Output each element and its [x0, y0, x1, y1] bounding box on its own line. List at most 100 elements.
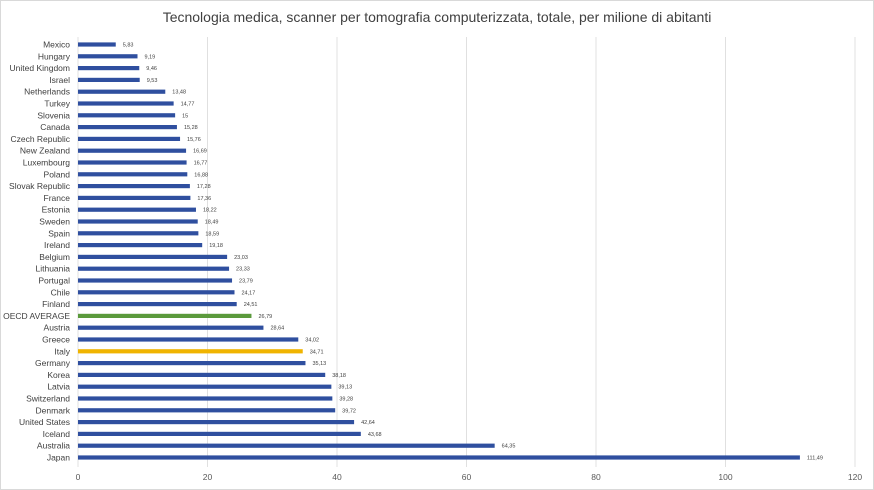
- category-label: United Kingdom: [10, 63, 70, 73]
- data-label: 34,71: [310, 349, 324, 355]
- category-label: Czech Republic: [10, 134, 70, 144]
- category-label: United States: [19, 417, 70, 427]
- category-label: Turkey: [44, 99, 70, 109]
- data-label: 26,79: [258, 314, 272, 320]
- data-label: 28,64: [270, 326, 284, 332]
- bar: [78, 384, 332, 389]
- bar: [78, 54, 138, 59]
- bar: [78, 361, 306, 366]
- bar: [78, 325, 264, 330]
- bar: [78, 231, 199, 236]
- category-label: Australia: [37, 441, 70, 451]
- bar: [78, 243, 203, 248]
- category-label: Sweden: [39, 217, 70, 227]
- bar: [78, 148, 187, 153]
- bar: [78, 431, 361, 436]
- data-label: 64,35: [502, 444, 516, 450]
- bar: [78, 290, 235, 295]
- x-tick-label: 80: [591, 472, 601, 482]
- bar: [78, 66, 140, 71]
- bar: [78, 195, 191, 200]
- data-label: 5,83: [123, 43, 134, 49]
- bar: [78, 443, 495, 448]
- bar: [78, 420, 355, 425]
- bar: [78, 254, 228, 259]
- data-label: 9,46: [146, 66, 157, 72]
- data-label: 111,49: [807, 456, 823, 462]
- category-label: Latvia: [47, 382, 70, 392]
- data-label: 42,64: [361, 420, 375, 426]
- bar: [78, 337, 299, 342]
- data-label: 16,69: [193, 149, 207, 155]
- category-label: Finland: [42, 299, 70, 309]
- bar: [78, 219, 198, 224]
- data-label: 24,17: [242, 290, 256, 296]
- data-label: 35,13: [312, 361, 326, 367]
- data-label: 39,28: [339, 397, 353, 403]
- x-tick-label: 0: [76, 472, 81, 482]
- bar: [78, 172, 188, 177]
- data-label: 18,59: [205, 231, 219, 237]
- bar: [78, 89, 166, 94]
- bar: [78, 136, 181, 141]
- x-tick-label: 60: [462, 472, 472, 482]
- bar: [78, 302, 237, 307]
- data-label: 14,77: [181, 102, 195, 108]
- data-label: 17,28: [197, 184, 211, 190]
- data-label: 17,36: [197, 196, 211, 202]
- category-label: Estonia: [42, 205, 71, 215]
- bar: [78, 125, 177, 130]
- bar: [78, 349, 303, 354]
- x-tick-label: 100: [718, 472, 732, 482]
- category-label: New Zealand: [20, 146, 70, 156]
- category-label: Korea: [47, 370, 70, 380]
- x-tick-label: 120: [848, 472, 862, 482]
- data-label: 23,33: [236, 267, 250, 273]
- data-label: 15,28: [184, 125, 198, 131]
- data-label: 9,53: [147, 78, 158, 84]
- category-label: Japan: [47, 453, 70, 463]
- category-label: OECD AVERAGE: [3, 311, 70, 321]
- bar: [78, 266, 230, 271]
- data-label: 18,22: [203, 208, 217, 214]
- data-label: 18,49: [205, 220, 219, 226]
- bar: [78, 207, 196, 212]
- category-label: Spain: [48, 228, 70, 238]
- data-label: 23,03: [234, 255, 248, 261]
- data-label: 38,18: [332, 373, 346, 379]
- data-label: 24,51: [244, 302, 258, 308]
- category-label: Iceland: [43, 429, 71, 439]
- data-label: 23,79: [239, 279, 253, 285]
- category-label: Ireland: [44, 240, 70, 250]
- category-label: Greece: [42, 335, 70, 345]
- data-label: 16,88: [194, 172, 208, 178]
- bar: [78, 101, 174, 106]
- data-label: 15: [182, 113, 188, 119]
- x-tick-label: 20: [203, 472, 213, 482]
- data-label: 39,13: [338, 385, 352, 391]
- category-label: Chile: [51, 287, 71, 297]
- x-tick-label: 40: [332, 472, 342, 482]
- data-label: 39,72: [342, 408, 356, 414]
- category-label: Netherlands: [24, 87, 70, 97]
- bar: [78, 42, 116, 47]
- category-label: Austria: [44, 323, 71, 333]
- data-label: 19,18: [209, 243, 223, 249]
- category-label: Germany: [35, 358, 71, 368]
- category-label: Canada: [40, 122, 70, 132]
- category-label: Denmark: [36, 405, 71, 415]
- bar: [78, 313, 252, 318]
- data-label: 9,19: [145, 54, 156, 60]
- bar: [78, 77, 140, 82]
- category-label: Portugal: [38, 276, 70, 286]
- category-label: Switzerland: [26, 394, 70, 404]
- category-label: Poland: [44, 169, 71, 179]
- category-label: Mexico: [43, 40, 70, 50]
- data-label: 15,76: [187, 137, 201, 143]
- bar: [78, 160, 187, 165]
- category-label: Italy: [54, 346, 70, 356]
- data-label: 13,48: [172, 90, 186, 96]
- bar: [78, 113, 176, 118]
- bar: [78, 184, 190, 189]
